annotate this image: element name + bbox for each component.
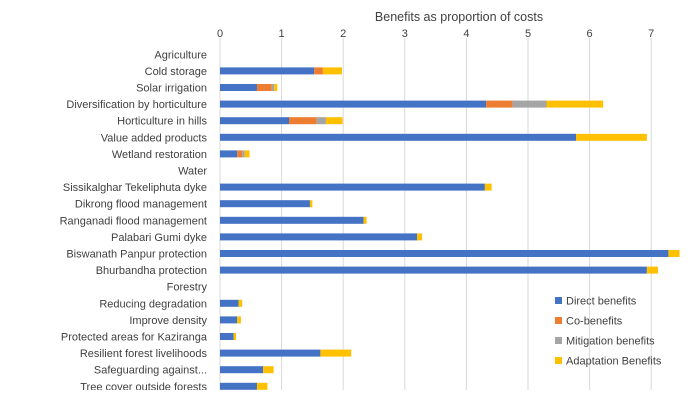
bar-diversification-by-horticulture-direct-benefits — [220, 100, 487, 108]
category-label-cold-storage: Cold storage — [145, 66, 207, 78]
category-label-bhurbandha-protection: Bhurbandha protection — [96, 265, 207, 277]
bar-diversification-by-horticulture-mitigation-benefits — [512, 100, 547, 108]
bar-improve-density-adaptation-benefits — [237, 316, 241, 324]
category-label-sissikalghar-tekeliphuta-dyke: Sissikalghar Tekeliphuta dyke — [63, 182, 207, 194]
bar-wetland-restoration-co-benefits — [237, 150, 243, 158]
legend-swatch-direct-benefits — [555, 297, 562, 304]
bar-horticulture-in-hills-adaptation-benefits — [325, 117, 343, 125]
bar-bhurbandha-protection-direct-benefits — [220, 266, 647, 274]
chart-title: Benefits as proportion of costs — [375, 10, 543, 24]
category-label-value-added-products: Value added products — [101, 132, 208, 144]
category-label-water: Water — [178, 166, 207, 178]
category-label-horticulture-in-hills: Horticulture in hills — [117, 116, 207, 128]
bar-protected-areas-for-kaziranga-adaptation-benefits — [233, 333, 237, 340]
bar-wetland-restoration-mitigation-benefits — [242, 150, 245, 158]
x-tick-label-4: 4 — [463, 28, 469, 40]
x-axis-ticks: 0 1 2 3 4 5 6 7 — [217, 28, 654, 40]
category-label-ranganadi-flood-management: Ranganadi flood management — [60, 215, 207, 227]
category-label-wetland-restoration: Wetland restoration — [112, 149, 207, 161]
bar-safeguarding-against-adaptation-benefits — [263, 366, 274, 374]
bar-palabari-gumi-dyke-direct-benefits — [220, 233, 418, 241]
bar-safeguarding-against-direct-benefits — [220, 366, 264, 374]
x-tick-label-5: 5 — [525, 28, 531, 40]
legend: Direct benefits Co-benefits Mitigation ben… — [555, 296, 662, 368]
bar-wetland-restoration-adaptation-benefits — [244, 150, 250, 158]
bar-protected-areas-for-kaziranga-direct-benefits — [220, 333, 234, 340]
category-label-solar-irrigation: Solar irrigation — [136, 83, 207, 95]
category-label-tree-cover-outside-forests: Tree cover outside forests — [80, 381, 207, 390]
bar-diversification-by-horticulture-co-benefits — [486, 100, 513, 108]
x-tick-label-1: 1 — [279, 28, 285, 40]
legend-label-co-benefits: Co-benefits — [566, 316, 623, 328]
category-label-biswanath-panpur-protection: Biswanath Panpur protection — [66, 249, 207, 261]
bar-sissikalghar-tekeliphuta-dyke-direct-benefits — [220, 183, 485, 191]
bar-bhurbandha-protection-adaptation-benefits — [646, 266, 658, 274]
bar-wetland-restoration-direct-benefits — [220, 150, 238, 158]
x-tick-label-6: 6 — [587, 28, 593, 40]
legend-swatch-adaptation-benefits — [555, 357, 562, 364]
bar-diversification-by-horticulture-adaptation-benefits — [546, 100, 604, 108]
category-label-improve-density: Improve density — [129, 315, 207, 327]
bar-improve-density-direct-benefits — [220, 316, 238, 324]
category-label-safeguarding-against: Safeguarding against... — [94, 365, 207, 377]
category-label-agriculture: Agriculture — [154, 49, 207, 61]
bar-solar-irrigation-co-benefits — [256, 84, 272, 91]
bar-solar-irrigation-direct-benefits — [220, 84, 257, 91]
legend-label-adaptation-benefits: Adaptation Benefits — [566, 356, 662, 368]
bar-palabari-gumi-dyke-adaptation-benefits — [417, 233, 423, 241]
category-label-reducing-degradation: Reducing degradation — [99, 298, 207, 310]
legend-swatch-mitigation-benefits — [555, 337, 562, 344]
bar-solar-irrigation-adaptation-benefits — [274, 84, 278, 91]
bar-dikrong-flood-management-direct-benefits — [220, 200, 310, 208]
bars — [220, 67, 680, 390]
bar-solar-irrigation-mitigation-benefits — [271, 84, 275, 91]
bar-reducing-degradation-direct-benefits — [220, 299, 239, 307]
bar-cold-storage-direct-benefits — [220, 67, 315, 75]
bar-reducing-degradation-adaptation-benefits — [238, 299, 243, 307]
bar-biswanath-panpur-protection-direct-benefits — [220, 250, 669, 257]
bar-value-added-products-adaptation-benefits — [576, 133, 647, 141]
legend-label-direct-benefits: Direct benefits — [566, 296, 637, 308]
bar-cold-storage-adaptation-benefits — [322, 67, 342, 75]
category-label-protected-areas-for-kaziranga: Protected areas for Kaziranga — [61, 332, 208, 344]
bar-resilient-forest-livelihoods-adaptation-benefits — [320, 349, 352, 357]
bar-cold-storage-co-benefits — [314, 67, 323, 75]
category-label-diversification-by-horticulture: Diversification by horticulture — [66, 99, 207, 111]
category-label-resilient-forest-livelihoods: Resilient forest livelihoods — [80, 348, 208, 360]
bar-resilient-forest-livelihoods-direct-benefits — [220, 349, 321, 357]
gridlines — [219, 38, 652, 395]
bar-tree-cover-outside-forests-adaptation-benefits — [256, 382, 268, 390]
x-tick-label-2: 2 — [340, 28, 346, 40]
bar-horticulture-in-hills-mitigation-benefits — [316, 117, 326, 125]
category-label-dikrong-flood-management: Dikrong flood management — [75, 199, 207, 211]
category-label-palabari-gumi-dyke: Palabari Gumi dyke — [111, 232, 207, 244]
bar-value-added-products-direct-benefits — [220, 133, 577, 141]
bar-horticulture-in-hills-direct-benefits — [220, 117, 289, 125]
bar-dikrong-flood-management-adaptation-benefits — [309, 200, 313, 208]
legend-swatch-co-benefits — [555, 317, 562, 324]
category-label-forestry: Forestry — [167, 282, 208, 294]
bar-ranganadi-flood-management-adaptation-benefits — [363, 216, 367, 224]
legend-label-mitigation-benefits: Mitigation benefits — [566, 336, 655, 348]
category-labels: Agriculture Cold storage Solar irrigation D… — [60, 49, 208, 393]
x-tick-label-7: 7 — [648, 28, 654, 40]
x-tick-label-3: 3 — [402, 28, 408, 40]
x-tick-label-0: 0 — [217, 28, 223, 40]
bar-horticulture-in-hills-co-benefits — [288, 117, 317, 125]
bar-ranganadi-flood-management-direct-benefits — [220, 216, 364, 224]
bar-tree-cover-outside-forests-direct-benefits — [220, 382, 257, 390]
bar-sissikalghar-tekeliphuta-dyke-adaptation-benefits — [484, 183, 492, 191]
bar-biswanath-panpur-protection-adaptation-benefits — [668, 250, 680, 257]
